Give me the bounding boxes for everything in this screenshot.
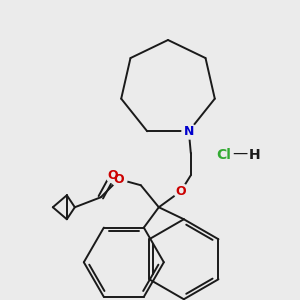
Text: O: O xyxy=(113,173,124,186)
Text: H: H xyxy=(249,148,261,162)
Text: O: O xyxy=(107,169,118,182)
Text: N: N xyxy=(184,125,194,138)
Text: Cl: Cl xyxy=(217,148,231,162)
Text: O: O xyxy=(176,185,186,198)
Text: —: — xyxy=(232,146,247,160)
